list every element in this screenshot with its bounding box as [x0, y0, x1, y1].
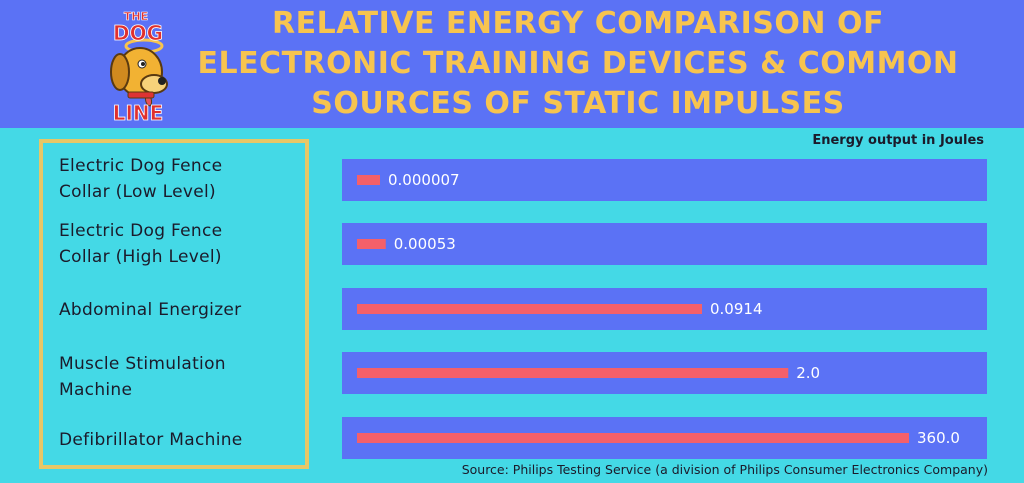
bar-track-1 — [342, 223, 987, 265]
source-note: Source: Philips Testing Service (a divis… — [461, 462, 988, 477]
bar-2 — [357, 304, 702, 314]
category-label-2-line-1: Abdominal Energizer — [59, 300, 242, 320]
category-label-3: Muscle Stimulation Machine — [59, 351, 299, 403]
bar-1 — [357, 239, 386, 249]
bar-value-label-0: 0.000007 — [388, 171, 460, 189]
category-label-2: Abdominal Energizer — [59, 297, 299, 323]
page-title: RELATIVE ENERGY COMPARISON OF ELECTRONIC… — [178, 4, 978, 124]
category-label-3-line-2: Machine — [59, 380, 133, 400]
category-label-4: Defibrillator Machine — [59, 427, 299, 453]
logo-text-the: THE — [124, 10, 148, 23]
title-line-2: ELECTRONIC TRAINING DEVICES & COMMON — [197, 46, 959, 81]
title-line-1: RELATIVE ENERGY COMPARISON OF — [272, 6, 884, 41]
category-label-3-line-1: Muscle Stimulation — [59, 354, 226, 374]
category-label-frame — [39, 139, 309, 469]
category-label-0-line-2: Collar (Low Level) — [59, 182, 216, 202]
bar-value-label-1: 0.00053 — [394, 235, 456, 253]
category-label-1: Electric Dog Fence Collar (High Level) — [59, 218, 299, 270]
category-label-1-line-1: Electric Dog Fence — [59, 221, 223, 241]
bar-value-label-4: 360.0 — [917, 429, 960, 447]
category-label-4-line-1: Defibrillator Machine — [59, 430, 243, 450]
category-label-1-line-2: Collar (High Level) — [59, 247, 222, 267]
header-banner: THE DOG LINE RELATIVE ENERGY COMPARISON … — [0, 0, 1024, 128]
bar-3 — [357, 368, 789, 378]
bar-value-label-3: 2.0 — [796, 364, 820, 382]
category-label-0-line-1: Electric Dog Fence — [59, 156, 223, 176]
bar-track-0 — [342, 159, 987, 201]
bar-4 — [357, 433, 909, 443]
unit-label: Energy output in Joules — [812, 133, 984, 148]
title-line-3: SOURCES OF STATIC IMPULSES — [311, 86, 845, 121]
logo-text-dog: DOG — [113, 21, 163, 45]
bar-0 — [357, 175, 380, 185]
category-label-0: Electric Dog Fence Collar (Low Level) — [59, 153, 299, 205]
logo-text-line: LINE — [113, 101, 164, 124]
bar-value-label-2: 0.0914 — [710, 300, 763, 318]
dog-line-logo: THE DOG LINE — [110, 10, 168, 124]
